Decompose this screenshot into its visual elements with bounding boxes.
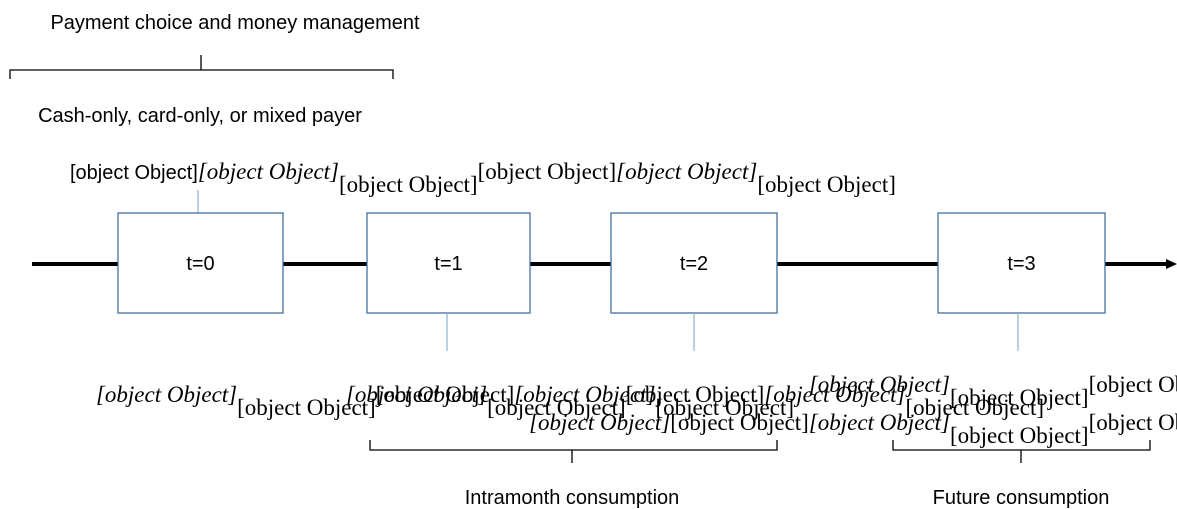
formula: [object Object][object Object][object Ob…	[346, 382, 1044, 420]
formula-part: [object Object]	[198, 159, 339, 184]
formula-part: [object Object]	[1089, 372, 1177, 397]
formula-part: [object Object]	[950, 385, 1089, 410]
formula: [object Object][object Object][object Ob…	[809, 372, 1177, 410]
formula-part: [object Object]	[237, 395, 376, 420]
time-node	[366, 212, 531, 314]
formula-part: [object Object]	[96, 382, 237, 407]
formula-part: [object Object]	[478, 159, 617, 184]
formula-part: [object Object]	[346, 382, 487, 407]
formula-part: [object Object]	[655, 395, 794, 420]
formula-part: [object Object]	[950, 423, 1089, 448]
formula-part: [object Object]	[339, 172, 478, 197]
formula-part: [object Object]	[514, 382, 655, 407]
time-label: t=0	[186, 253, 214, 275]
time-node	[937, 212, 1106, 314]
top-subtitle: Cash-only, card-only, or mixed payer	[38, 105, 362, 127]
formula-part: [object Object]	[616, 159, 757, 184]
bottom-brace	[892, 440, 1151, 463]
timeline-arrow	[1166, 259, 1177, 269]
time-label: t=2	[680, 253, 708, 275]
formula: [object Object][object Object][object Ob…	[96, 382, 794, 420]
formula-part: [object Object]	[487, 395, 626, 420]
formula-part: [object Object]	[905, 395, 1044, 420]
formula-part: [object Object]	[626, 382, 765, 407]
formula-part: [object Object]	[670, 410, 809, 435]
top-title: Payment choice and money management	[50, 12, 420, 34]
formula: [object Object][object Object][object Ob…	[529, 410, 1177, 448]
brace-label: Future consumption	[933, 487, 1110, 509]
time-node	[610, 212, 778, 314]
formula-part: [object Object]	[757, 172, 896, 197]
brace-label: Intramonth consumption	[465, 487, 680, 509]
top-brace	[9, 55, 394, 79]
formula: [object Object][object Object][object Ob…	[70, 159, 896, 197]
formula-part: [object Object]	[809, 372, 950, 397]
time-node	[117, 212, 284, 314]
formula-part: [object Object]	[376, 382, 515, 407]
formula-part: [object Object]	[70, 162, 198, 184]
formula-part: [object Object]	[809, 410, 950, 435]
bottom-brace	[369, 440, 778, 463]
formula-part: [object Object]	[764, 382, 905, 407]
formula-part: [object Object]	[1089, 410, 1177, 435]
time-label: t=1	[434, 253, 462, 275]
formula-part: [object Object]	[529, 410, 670, 435]
time-label: t=3	[1007, 253, 1035, 275]
